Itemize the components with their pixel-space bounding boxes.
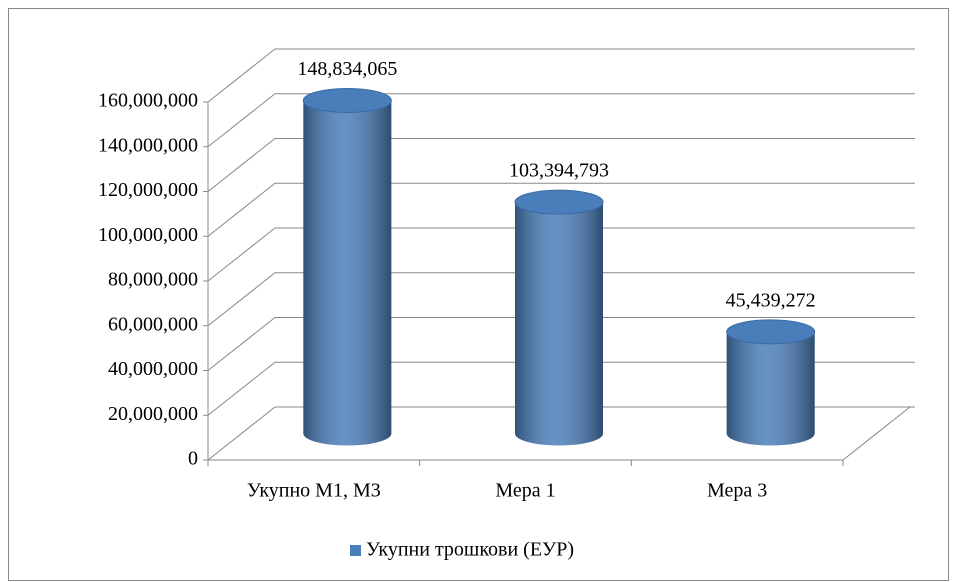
value-label: 148,834,065 (297, 58, 397, 80)
legend-label: Укупни трошкови (ЕУР) (366, 539, 574, 561)
grid-line (207, 48, 915, 103)
grid-line (207, 317, 915, 371)
chart-border (8, 8, 949, 581)
legend-swatch (350, 545, 361, 556)
grid-line (207, 272, 915, 327)
x-tick-label: Мера 1 (495, 480, 555, 502)
y-tick-label: 100,000,000 (98, 224, 198, 246)
value-label: 45,439,272 (726, 289, 816, 311)
bar-top (302, 87, 392, 113)
y-tick-label: 140,000,000 (98, 134, 198, 156)
grid-line (207, 406, 915, 461)
grid-line (207, 227, 915, 282)
bar-top (726, 319, 816, 345)
y-tick-label: 80,000,000 (108, 269, 198, 291)
x-tick-label: Укупно М1, М3 (247, 480, 381, 502)
y-tick-label: 160,000,000 (98, 90, 198, 112)
y-tick-label: 60,000,000 (108, 313, 198, 335)
y-tick-label: 120,000,000 (98, 179, 198, 201)
grid-line (207, 138, 915, 192)
y-tick-label: 20,000,000 (108, 403, 198, 425)
grid-line (207, 182, 915, 237)
value-label: 103,394,793 (509, 160, 609, 182)
y-tick-label: 0 (188, 448, 198, 470)
grid-line (207, 93, 915, 148)
grid-line (207, 361, 915, 416)
y-tick-label: 40,000,000 (108, 358, 198, 380)
bar-shade (515, 202, 603, 446)
bar-top (514, 189, 604, 215)
bar-shade (726, 331, 815, 446)
x-tick-label: Мера 3 (707, 480, 767, 502)
bar-shade (303, 100, 392, 446)
